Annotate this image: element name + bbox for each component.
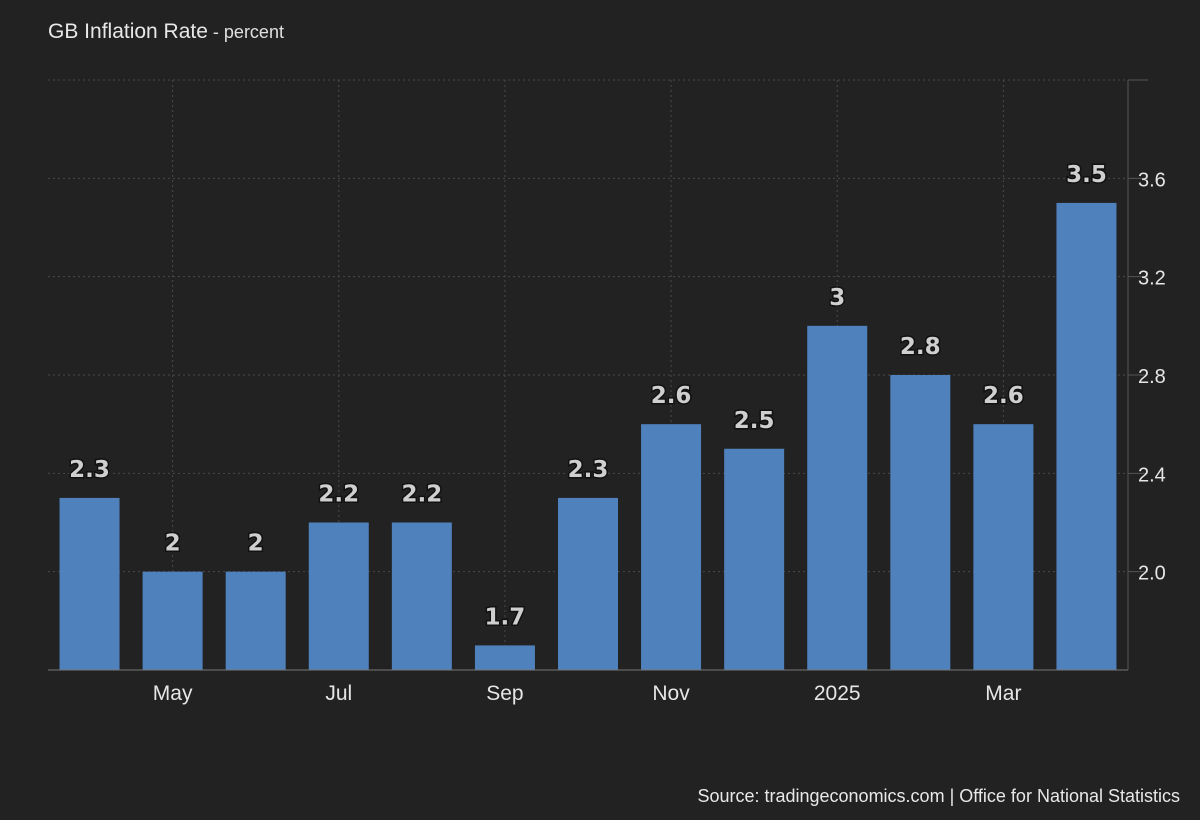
bar bbox=[558, 497, 618, 670]
x-tick-label: Nov bbox=[652, 682, 690, 705]
y-tick-label: 2.4 bbox=[1138, 464, 1166, 486]
y-tick-label: 2.8 bbox=[1138, 366, 1166, 388]
chart-title: GB Inflation Rate bbox=[48, 20, 208, 43]
bar bbox=[890, 375, 951, 670]
bar-value-label: 2.3 bbox=[568, 457, 609, 483]
bar bbox=[474, 645, 535, 670]
bar-value-label: 3.5 bbox=[1066, 162, 1107, 188]
bar-value-label: 2 bbox=[248, 531, 264, 557]
bar-value-label: 2.8 bbox=[900, 334, 941, 360]
bars bbox=[59, 202, 1117, 670]
y-tick-label: 3.2 bbox=[1138, 268, 1166, 290]
bar-value-label: 1.7 bbox=[485, 604, 526, 630]
bar bbox=[724, 448, 785, 670]
bar bbox=[807, 325, 868, 670]
bar bbox=[391, 522, 452, 670]
bar bbox=[641, 424, 702, 670]
chart-title-row: GB Inflation Rate - percent bbox=[48, 20, 284, 44]
chart-subtitle: - percent bbox=[207, 22, 284, 42]
bar bbox=[142, 571, 203, 670]
axes bbox=[48, 80, 1129, 671]
bar-value-label: 2.2 bbox=[318, 482, 359, 508]
bar-value-label: 2 bbox=[165, 531, 181, 557]
bar-value-label: 2.5 bbox=[734, 408, 775, 434]
x-tick-label: 2025 bbox=[814, 682, 861, 705]
y-axis-ticks: 2.0 2.4 2.8 3.2 3.6 bbox=[1128, 79, 1166, 585]
bar-value-label: 2.3 bbox=[69, 457, 110, 483]
x-tick-label: Jul bbox=[325, 682, 352, 705]
x-tick-label: Mar bbox=[985, 682, 1021, 705]
bar bbox=[973, 424, 1034, 670]
source-text: Source: tradingeconomics.com | Office fo… bbox=[697, 786, 1180, 806]
value-labels: 2.3 2 2 2.2 2.2 1.7 2.3 2.6 2.5 3 2.8 2.6 3.5 bbox=[68, 160, 1109, 632]
bar-value-label: 3 bbox=[829, 285, 845, 311]
bar-value-label: 2.2 bbox=[401, 482, 442, 508]
y-tick-label: 2.0 bbox=[1138, 563, 1166, 585]
x-axis-ticks: May Jul Sep Nov 2025 Mar bbox=[153, 682, 1022, 705]
y-tick-label: 3.6 bbox=[1138, 169, 1166, 191]
bar bbox=[1056, 202, 1117, 670]
bar bbox=[225, 571, 286, 670]
bar bbox=[59, 497, 120, 670]
x-tick-label: Sep bbox=[486, 682, 523, 705]
bar bbox=[308, 522, 369, 670]
x-tick-label: May bbox=[153, 682, 193, 705]
bar-value-label: 2.6 bbox=[651, 383, 692, 409]
bar-value-label: 2.6 bbox=[983, 383, 1024, 409]
